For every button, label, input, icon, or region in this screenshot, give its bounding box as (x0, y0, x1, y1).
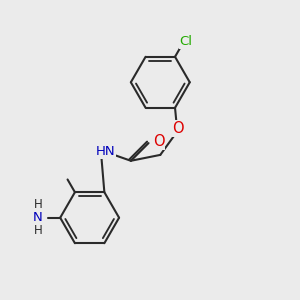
Text: H: H (34, 198, 43, 211)
Text: O: O (153, 134, 165, 149)
Text: Cl: Cl (180, 35, 193, 48)
Text: HN: HN (96, 146, 116, 158)
Text: N: N (33, 211, 43, 224)
Text: O: O (172, 121, 184, 136)
Text: H: H (34, 224, 43, 238)
